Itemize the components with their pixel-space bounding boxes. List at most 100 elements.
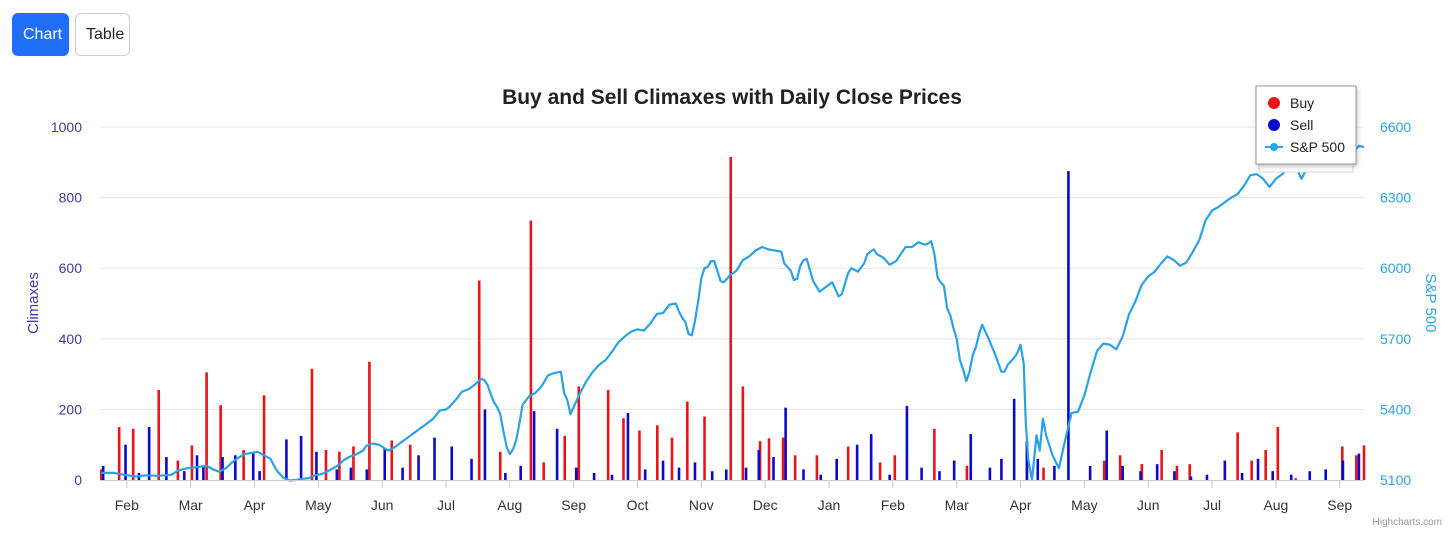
legend-item-sell[interactable]: Sell <box>1268 117 1313 133</box>
x-tick-label: May <box>1071 497 1097 513</box>
sell-bar <box>772 457 775 480</box>
sell-bar <box>869 434 873 480</box>
buy-series <box>99 157 1366 481</box>
sell-bar <box>710 471 714 480</box>
sell-bar <box>744 467 748 480</box>
buy-bar <box>965 465 969 480</box>
sell-bar <box>147 427 151 480</box>
buy-bar <box>622 418 625 480</box>
x-tick-label: Jun <box>1137 497 1160 513</box>
right-axis-ticks: 5100 5400 5700 6000 6300 6600 <box>1380 119 1411 488</box>
sell-bar <box>1067 171 1070 480</box>
chart-view-button[interactable]: Chart <box>12 13 69 56</box>
sell-bar <box>1357 453 1361 480</box>
sell-bar <box>1271 471 1275 480</box>
sell-bar <box>1205 474 1209 480</box>
x-tick-label: May <box>305 497 331 513</box>
buy-bar <box>1276 427 1280 480</box>
sell-bar <box>677 467 681 480</box>
sell-bar <box>1000 458 1003 480</box>
sell-bar <box>802 469 805 480</box>
x-tick-label: Dec <box>753 497 778 513</box>
sell-bar <box>165 457 168 480</box>
legend-item-buy[interactable]: Buy <box>1268 95 1314 111</box>
x-tick-label: Jul <box>1203 497 1221 513</box>
buy-bar <box>262 395 266 480</box>
sell-bar <box>349 467 353 480</box>
buy-bar <box>703 416 706 480</box>
buy-bar <box>352 446 355 480</box>
x-tick-label: Apr <box>1010 497 1032 513</box>
table-view-button[interactable]: Table <box>75 13 130 56</box>
sell-bar <box>724 469 728 480</box>
x-tick-label: Jun <box>371 497 394 513</box>
right-tick-label: 5400 <box>1380 401 1411 417</box>
sell-bar <box>365 469 369 480</box>
buy-bar <box>390 440 394 480</box>
sell-bar <box>610 474 614 480</box>
sell-dot-icon <box>1268 119 1280 131</box>
sell-bar <box>417 455 420 480</box>
highcharts-credit[interactable]: Highcharts.com <box>1373 517 1442 528</box>
sp500-marker-icon <box>1270 143 1278 151</box>
buy-bar <box>117 427 121 480</box>
sell-bar <box>1053 465 1056 480</box>
left-axis-title: Climaxes <box>25 272 42 334</box>
buy-bar <box>498 451 502 480</box>
buy-bar <box>529 220 533 481</box>
buy-bar <box>729 157 733 480</box>
sell-bar <box>470 458 473 480</box>
sell-bar <box>202 465 205 480</box>
left-tick-label: 200 <box>59 401 83 417</box>
x-tick-label: Jan <box>818 497 841 513</box>
buy-bar <box>324 449 328 480</box>
sell-bar <box>835 458 838 480</box>
right-tick-label: 6600 <box>1380 119 1411 135</box>
buy-bar <box>205 372 208 480</box>
sell-bar <box>819 474 823 480</box>
sell-bar <box>592 472 596 480</box>
sell-bar <box>643 469 647 480</box>
x-tick-label: Nov <box>689 497 714 513</box>
sell-bar <box>483 409 487 480</box>
sell-bar <box>1308 471 1312 480</box>
sell-bar <box>450 446 454 480</box>
buy-bar <box>190 445 194 480</box>
sell-bar <box>401 467 404 480</box>
right-tick-label: 6300 <box>1380 190 1411 206</box>
buy-bar <box>878 462 882 480</box>
buy-bar <box>893 455 897 480</box>
left-tick-label: 600 <box>59 260 83 276</box>
legend-item-sp500[interactable]: S&P 500 <box>1265 139 1345 155</box>
sell-bar <box>124 444 127 480</box>
sell-bar <box>1105 430 1109 480</box>
sell-bar <box>988 467 992 480</box>
x-tick-label: Mar <box>945 497 969 513</box>
buy-bar <box>1236 432 1239 480</box>
sell-bar <box>1341 460 1345 480</box>
buy-bar <box>741 386 745 480</box>
legend-label-buy: Buy <box>1290 95 1314 111</box>
sell-bar <box>251 453 255 480</box>
buy-bar <box>933 428 936 480</box>
buy-bar <box>638 430 641 480</box>
buy-dot-icon <box>1268 97 1280 109</box>
sell-bar <box>574 467 578 480</box>
sell-bar <box>234 455 237 480</box>
sell-bar <box>1324 469 1327 480</box>
sell-bar <box>693 462 697 480</box>
legend: Buy Sell S&P 500 <box>1255 85 1357 173</box>
buy-bar <box>338 451 341 480</box>
sell-bar <box>855 444 859 480</box>
buy-bar <box>815 455 819 480</box>
buy-bar <box>1160 449 1163 480</box>
sell-bar <box>315 451 318 480</box>
sell-bar <box>221 457 224 480</box>
buy-bar <box>1362 445 1366 480</box>
sell-bar <box>969 434 973 480</box>
buy-bar <box>1188 464 1192 480</box>
sell-bar <box>1012 398 1016 480</box>
right-tick-label: 5100 <box>1380 472 1411 488</box>
buy-bar <box>1355 455 1358 480</box>
buy-bar <box>767 438 771 480</box>
